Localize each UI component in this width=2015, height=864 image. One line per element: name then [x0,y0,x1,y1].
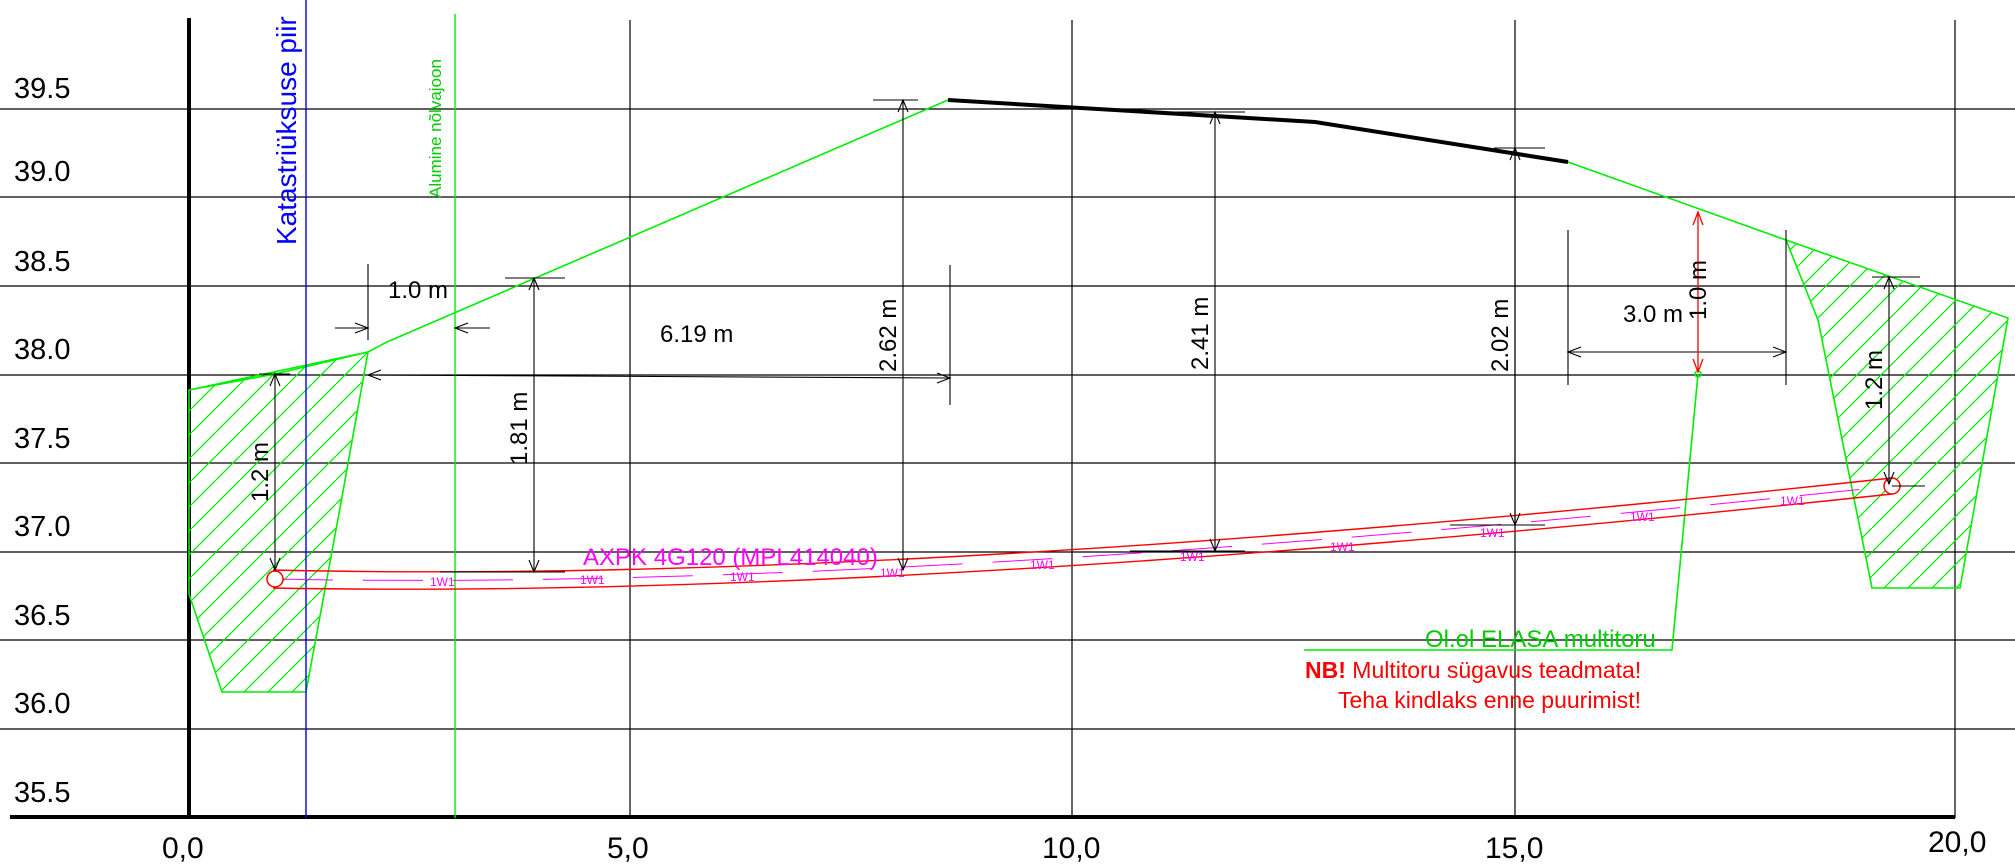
dim-6-19: 6.19 m [660,321,733,348]
lower-slope-label: Alumine nõlvajoon [426,59,445,198]
x-label: 20,0 [1928,826,1986,859]
cable-center [272,485,1893,581]
vertical-grid [629,20,1956,818]
multipipe-label: Ol.ol ELASA multitoru [1425,626,1656,653]
cable-upper [272,477,1893,573]
y-label: 39.5 [14,73,70,105]
x-label: 10,0 [1042,832,1100,864]
trench-left-area [188,350,369,693]
dim-3-0: 3.0 m [1623,301,1683,328]
x-label: 15,0 [1485,832,1543,864]
dim-1-0-top: 1.0 m [388,277,448,304]
y-label: 37.0 [14,511,70,543]
cable-tag: 1W1 [1480,526,1505,540]
ground-line-right [1567,161,1787,241]
cable-label: AXPK 4G120 (MPL414040) [583,544,878,571]
x-label: 5,0 [607,832,649,864]
note-nb: NB! [1305,657,1346,683]
x-axis-labels: 0,0 5,0 10,0 15,0 20,0 [162,826,1986,864]
cable-tag: 1W1 [730,570,755,584]
red-dimension [1692,210,1704,374]
y-label: 38.0 [14,334,70,366]
note-line-1: NB! Multitoru sügavus teadmata! [1305,657,1641,683]
x-label: 0,0 [162,832,204,864]
dim-2-02: 2.02 m [1487,299,1514,372]
y-label: 37.5 [14,423,70,455]
trench-right-area [1784,238,2009,589]
dim-1-81: 1.81 m [506,392,533,465]
cable-tag: 1W1 [880,566,905,580]
y-label: 38.5 [14,246,70,278]
road-surface [947,98,1569,164]
cable-tag: 1W1 [1630,510,1655,524]
cable-tag: 1W1 [430,575,455,589]
note-line-1-text: Multitoru sügavus teadmata! [1346,657,1641,683]
dim-1-2-left: 1.2 m [247,442,274,502]
y-label: 36.5 [14,600,70,632]
multipipe-line [1304,373,1699,651]
dim-1-0-red: 1.0 m [1685,260,1712,320]
cadastral-border-label: Katastriüksuse piir [271,16,302,245]
y-label: 35.5 [14,777,70,809]
cable-tag: 1W1 [1030,558,1055,572]
cable-end-left [266,570,284,588]
cable-tag: 1W1 [1780,494,1805,508]
cable-tag: 1W1 [1180,550,1205,564]
dimension-lines [259,98,1925,574]
y-label: 36.0 [14,688,70,720]
dim-1-2-right: 1.2 m [1861,350,1888,410]
dim-2-41: 2.41 m [1187,297,1214,370]
y-label: 39.0 [14,156,70,188]
ground-line [188,99,949,391]
note-line-2: Teha kindlaks enne puurimist! [1338,687,1641,713]
y-axis-labels: 39.5 39.0 38.5 38.0 37.5 37.0 36.5 36.0 … [14,73,70,809]
dim-2-62: 2.62 m [875,299,902,372]
cable-tags: 1W1 1W1 1W1 1W1 1W1 1W1 1W1 1W1 1W1 1W1 [430,494,1805,589]
cable-tag: 1W1 [580,573,605,587]
cable-lower [272,493,1893,590]
cable-tag: 1W1 [1330,540,1355,554]
